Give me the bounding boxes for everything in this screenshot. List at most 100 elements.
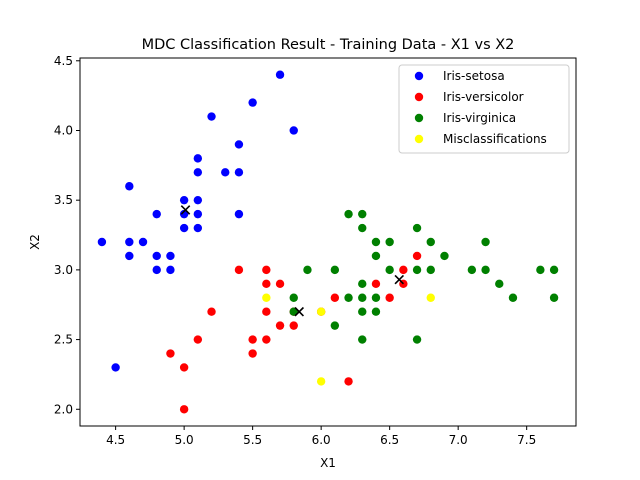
iris-versicolor-point (193, 335, 203, 344)
x-axis: 4.5 5.0 5.5 6.0 6.5 7.0 7.5 (106, 426, 536, 447)
iris-virginica-point (426, 265, 435, 275)
iris-versicolor-point (262, 335, 271, 344)
y-tick-label: 2.0 (54, 402, 73, 416)
iris-virginica-point (330, 321, 340, 330)
legend-marker-iris-versicolor (414, 92, 424, 102)
legend-label-iris-virginica: Iris-virginica (443, 111, 516, 125)
iris-versicolor-point (399, 265, 408, 275)
iris-virginica-point (344, 209, 353, 219)
iris-setosa-point (125, 237, 134, 247)
iris-versicolor-point (179, 363, 189, 372)
centroid-markers (180, 205, 405, 317)
iris-virginica-point (385, 265, 394, 275)
iris-setosa-point (193, 195, 203, 205)
iris-setosa-point (193, 154, 203, 163)
x-tick-label: 5.5 (243, 433, 262, 447)
iris-versicolor-point (412, 251, 422, 261)
iris-versicolor-point (330, 293, 340, 302)
iris-versicolor-point (344, 377, 353, 386)
iris-versicolor-point (262, 265, 271, 275)
iris-setosa-point (166, 251, 175, 261)
legend-marker-iris-setosa (414, 71, 424, 81)
legend-box (398, 64, 570, 154)
iris-virginica-point (303, 265, 312, 275)
iris-virginica-point (440, 251, 449, 261)
iris-virginica-point (385, 237, 394, 247)
iris-virginica-point (358, 293, 367, 302)
iris-versicolor-point (248, 349, 257, 358)
iris-setosa-point (152, 251, 161, 261)
iris-virginica-point (371, 293, 381, 302)
legend-marker-misclassifications (414, 134, 424, 144)
legend-label-iris-setosa: Iris-setosa (443, 69, 505, 83)
y-tick-label: 3.0 (54, 263, 73, 277)
legend-label-iris-versicolor: Iris-versicolor (443, 90, 524, 104)
chart-title: MDC Classification Result - Training Dat… (142, 37, 515, 53)
iris-versicolor-point (179, 405, 189, 414)
x-tick-label: 7.5 (517, 433, 536, 447)
iris-virginica-point (371, 251, 381, 261)
iris-setosa-point (97, 237, 107, 247)
iris-versicolor-point (371, 279, 381, 289)
iris-setosa-point (193, 223, 203, 233)
legend-label-misclassifications: Misclassifications (443, 132, 547, 146)
legend: Iris-setosa Iris-versicolor Iris-virginica… (398, 64, 570, 154)
iris-setosa-point (179, 223, 189, 233)
iris-setosa-point (179, 209, 189, 219)
iris-setosa-point (125, 251, 134, 261)
centroid-marker (394, 274, 405, 285)
iris-versicolor-point (262, 307, 271, 316)
iris-virginica-point (358, 223, 367, 233)
iris-versicolor-point (275, 279, 285, 289)
iris-virginica-point (371, 307, 381, 316)
iris-setosa-point (152, 265, 161, 275)
iris-versicolor-point (275, 321, 285, 330)
iris-versicolor-point (234, 265, 244, 275)
x-tick-label: 4.5 (106, 433, 125, 447)
y-tick-label: 4.5 (54, 54, 73, 68)
centroid-marker (180, 205, 191, 215)
iris-setosa-point (111, 363, 120, 372)
iris-setosa-point (221, 168, 230, 177)
iris-setosa-point (234, 209, 244, 219)
iris-versicolor-point (385, 293, 394, 302)
iris-virginica-point (371, 237, 381, 247)
iris-setosa-point (152, 209, 161, 219)
x-axis-label: X1 (320, 456, 336, 470)
iris-setosa-point (289, 126, 298, 135)
iris-setosa-point (193, 209, 203, 219)
iris-virginica-point (412, 223, 422, 233)
iris-versicolor-point (207, 307, 216, 316)
x-tick-label: 6.0 (312, 433, 331, 447)
iris-virginica-point (412, 335, 422, 344)
iris-virginica-point (549, 293, 559, 302)
iris-virginica-point (412, 265, 422, 275)
iris-versicolor-point (166, 349, 175, 358)
plot-frame (79, 57, 577, 427)
iris-versicolor-point (289, 321, 298, 330)
y-axis-label: X2 (28, 234, 42, 250)
iris-setosa-point (275, 70, 285, 79)
iris-virginica-point (344, 293, 353, 302)
x-tick-label: 7.0 (449, 433, 468, 447)
iris-virginica-point (481, 237, 490, 247)
y-axis: 2.0 2.5 3.0 3.5 4.0 4.5 (54, 54, 80, 416)
iris-setosa-point (166, 265, 175, 275)
iris-virginica-point (358, 209, 367, 219)
iris-virginica-point (358, 279, 367, 289)
iris-virginica-point (495, 279, 504, 289)
iris-setosa-point (125, 182, 134, 191)
iris-virginica-point (536, 265, 545, 275)
iris-versicolor-point (248, 335, 257, 344)
misclassifications-point (316, 307, 326, 316)
y-tick-label: 3.5 (54, 193, 73, 207)
misclassifications-point (262, 293, 271, 302)
iris-setosa-point (207, 112, 216, 121)
iris-virginica-point (549, 265, 559, 275)
iris-setosa-point (138, 237, 148, 247)
y-tick-label: 2.5 (54, 333, 73, 347)
x-tick-label: 6.5 (380, 433, 399, 447)
x-tick-label: 5.0 (175, 433, 194, 447)
iris-virginica-point (289, 307, 298, 316)
